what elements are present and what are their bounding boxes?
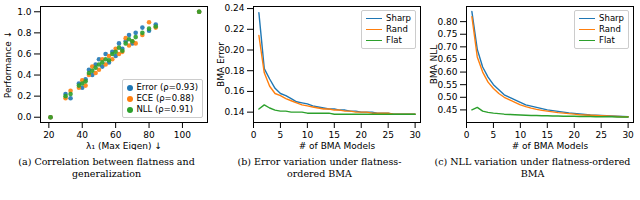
svg-text:100: 100 xyxy=(174,130,191,140)
svg-text:0.55: 0.55 xyxy=(437,80,457,90)
html-text:Error (ρ=0.93): Error (ρ=0.93) xyxy=(136,82,198,92)
svg-text:0.60: 0.60 xyxy=(437,67,457,77)
svg-text:20: 20 xyxy=(356,130,368,140)
svg-text:10: 10 xyxy=(302,130,314,140)
svg-text:0.0: 0.0 xyxy=(17,112,32,122)
svg-text:0.70: 0.70 xyxy=(437,42,457,52)
svg-text:80: 80 xyxy=(143,130,155,140)
svg-text:0.14: 0.14 xyxy=(224,107,244,117)
svg-text:0.45: 0.45 xyxy=(437,105,457,115)
svg-text:0.75: 0.75 xyxy=(437,29,457,39)
html-text:NLL (ρ=0.91): NLL (ρ=0.91) xyxy=(136,104,194,114)
html-text:Rand: Rand xyxy=(386,24,408,34)
svg-text:25: 25 xyxy=(595,130,606,140)
svg-text:# of BMA Models: # of BMA Models xyxy=(512,141,589,151)
svg-text:30: 30 xyxy=(409,130,421,140)
svg-text:15: 15 xyxy=(542,130,553,140)
svg-text:BMA NLL: BMA NLL xyxy=(429,45,439,85)
svg-text:Performance ↓: Performance ↓ xyxy=(3,31,13,98)
html-text:Sharp: Sharp xyxy=(386,13,411,23)
html-text:Rand: Rand xyxy=(599,24,621,34)
html-text:(c) NLL variation under flatne: (c) NLL variation under flatness-ordered… xyxy=(434,156,631,179)
svg-text:0.6: 0.6 xyxy=(17,49,32,59)
svg-text:λ₁ (Max Eigen) ↓: λ₁ (Max Eigen) ↓ xyxy=(86,141,162,151)
svg-text:0.22: 0.22 xyxy=(224,24,244,34)
html-text:(a) Correlation between flatne: (a) Correlation between flatness and gen… xyxy=(18,156,195,179)
svg-text:0.50: 0.50 xyxy=(437,92,457,102)
html-text:Flat: Flat xyxy=(386,35,402,45)
svg-text:60: 60 xyxy=(110,130,122,140)
html-text:Sharp: Sharp xyxy=(599,13,624,23)
html-text:(b) Error variation under flat: (b) Error variation under flatness-order… xyxy=(237,156,402,179)
html-text:ECE (ρ=0.88): ECE (ρ=0.88) xyxy=(136,93,194,103)
svg-text:0.20: 0.20 xyxy=(224,45,244,55)
svg-text:0.8: 0.8 xyxy=(17,28,32,38)
svg-text:5: 5 xyxy=(491,130,497,140)
svg-text:25: 25 xyxy=(382,130,393,140)
svg-text:0: 0 xyxy=(464,130,470,140)
svg-text:20: 20 xyxy=(569,130,581,140)
svg-text:0.24: 0.24 xyxy=(224,3,244,13)
svg-text:0.4: 0.4 xyxy=(17,70,32,80)
svg-text:1.0: 1.0 xyxy=(17,7,32,17)
svg-text:0.65: 0.65 xyxy=(437,54,457,64)
svg-text:0.18: 0.18 xyxy=(224,66,244,76)
html-text:Flat: Flat xyxy=(599,35,615,45)
svg-text:0.2: 0.2 xyxy=(17,91,31,101)
svg-text:5: 5 xyxy=(278,130,284,140)
svg-text:30: 30 xyxy=(622,130,634,140)
svg-text:10: 10 xyxy=(515,130,527,140)
svg-text:0.16: 0.16 xyxy=(224,86,244,96)
svg-text:# of BMA Models: # of BMA Models xyxy=(299,141,376,151)
svg-text:BMA Error: BMA Error xyxy=(216,42,226,87)
svg-text:20: 20 xyxy=(43,130,55,140)
svg-text:0: 0 xyxy=(251,130,257,140)
svg-text:15: 15 xyxy=(329,130,340,140)
svg-text:40: 40 xyxy=(77,130,89,140)
svg-text:0.80: 0.80 xyxy=(437,17,457,27)
